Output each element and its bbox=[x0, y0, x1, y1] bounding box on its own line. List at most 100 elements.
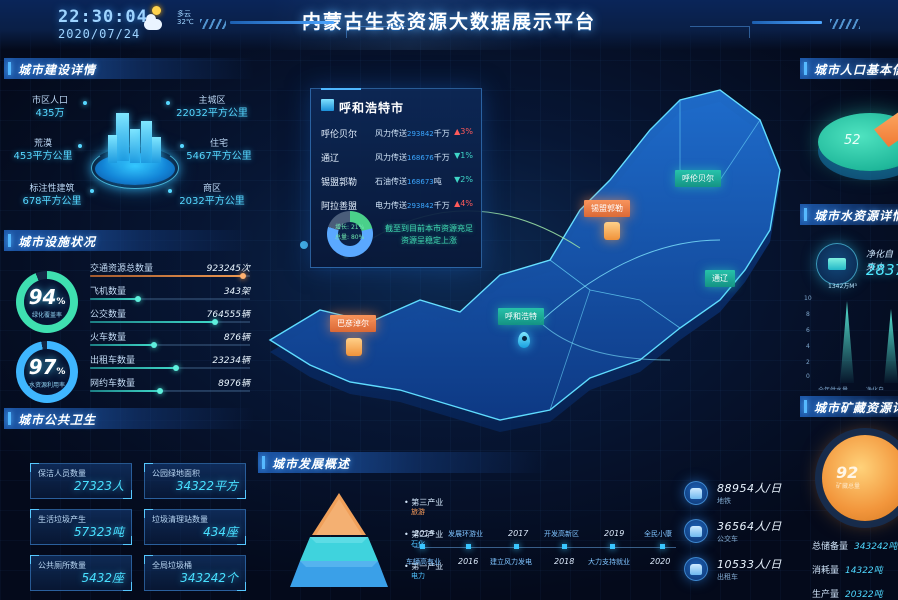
timeline-axis bbox=[414, 547, 676, 548]
ph-card-park-area[interactable]: 公园绿地面积 34322平方 bbox=[144, 463, 246, 499]
timeline-year: 2015 bbox=[414, 529, 435, 538]
header-deco-right bbox=[752, 18, 892, 32]
popup-row-metric: 风力传送168676千万 bbox=[375, 153, 450, 162]
panel-body: 94% 绿化覆盖率 97% 水资源利用率 交通资源总数量 923245次 飞机数… bbox=[4, 251, 254, 403]
panel-title: 城市建设详情 bbox=[18, 63, 97, 77]
panel-header: 城市建设详情 bbox=[4, 58, 254, 79]
map-label-bayannur[interactable]: 巴彦淖尔 bbox=[330, 315, 376, 332]
mineral-row-reserve: 总储备量 343242吨 bbox=[812, 542, 898, 552]
mineral-donut-chart: 92 矿藏总量 bbox=[822, 435, 898, 521]
map-label-tongliao[interactable]: 通辽 bbox=[705, 270, 735, 287]
transport-value: 36564人/日 bbox=[717, 520, 782, 533]
map-icon-oil[interactable] bbox=[604, 222, 620, 240]
cc-item-desert: 荒漠 453平方公里 bbox=[13, 139, 73, 163]
timeline-year: 2016 bbox=[458, 557, 479, 566]
timeline-event: 发展环游业 bbox=[448, 530, 483, 538]
transport-item-subway[interactable]: 88954人/日 地铁 bbox=[684, 480, 782, 506]
transport-item-bus[interactable]: 36564人/日 公交车 bbox=[684, 518, 782, 544]
popup-row-delta: ▲3% bbox=[454, 127, 473, 136]
popup-row[interactable]: 通辽 风力传送168676千万 ▼1% bbox=[321, 149, 473, 169]
cc-item-landmark: 标注性建筑 678平方公里 bbox=[22, 184, 82, 208]
header-frame-left bbox=[346, 26, 406, 38]
water-bar-chart bbox=[818, 291, 898, 383]
panel-body: 保洁人员数量 27323人 公园绿地面积 34322平方 生活垃圾产生 5732… bbox=[4, 429, 254, 598]
popup-row-city: 阿拉善盟 bbox=[321, 202, 358, 212]
water-metric-value: 2837 bbox=[866, 261, 898, 279]
panel-header: 城市矿藏资源详情 bbox=[800, 396, 898, 417]
panel-header: 城市水资源详情 bbox=[800, 204, 898, 225]
ph-card-toilets[interactable]: 公共厕所数量 5432座 bbox=[30, 555, 132, 591]
water-metric-label: 净化自来水 bbox=[866, 250, 894, 273]
panel-body: 市区人口 435万 主城区 22032平方公里 荒漠 453平方公里 住宅 54… bbox=[4, 79, 254, 220]
header-frame-right bbox=[690, 26, 750, 38]
panel-body: 净化自来水 2837 10 8 6 4 2 0 1342万M³ 全年供水量 净化… bbox=[800, 225, 898, 390]
panel-water: 城市水资源详情 净化自来水 2837 10 8 6 4 2 0 1342万M³ … bbox=[800, 204, 898, 390]
popup-row[interactable]: 呼伦贝尔 风力传送293842千万 ▲3% bbox=[321, 125, 473, 145]
gauge-green-coverage: 94% 绿化覆盖率 bbox=[16, 271, 78, 333]
bus-icon bbox=[684, 519, 708, 543]
panel-title: 城市矿藏资源详情 bbox=[814, 401, 898, 415]
map-label-hohhot[interactable]: 呼和浩特 bbox=[498, 308, 544, 325]
panel-title: 城市人口基本信息 bbox=[814, 63, 898, 77]
water-category: 净化自 bbox=[866, 385, 884, 390]
timeline-year: 2020 bbox=[650, 557, 671, 566]
transport-value: 10533人/日 bbox=[717, 558, 782, 571]
pyramid-label-primary: • 第一产业 电力 bbox=[404, 562, 444, 581]
city-building-icon bbox=[321, 99, 334, 111]
panel-title: 城市水资源详情 bbox=[814, 209, 898, 223]
pie-value: 52 bbox=[844, 133, 861, 148]
mineral-donut-label: 矿藏总量 bbox=[836, 483, 861, 490]
city-detail-popup[interactable]: 呼和浩特市 呼伦贝尔 风力传送293842千万 ▲3% 通辽 风力传送16867… bbox=[310, 88, 482, 268]
cc-item-commercial: 商区 2032平方公里 bbox=[179, 184, 245, 208]
panel-header: 城市人口基本信息 bbox=[800, 58, 898, 79]
map-label-ximeng[interactable]: 锡盟郭勒 bbox=[584, 200, 630, 217]
popup-row-delta: ▲4% bbox=[454, 199, 473, 208]
water-category: 全年供水量 bbox=[818, 385, 848, 390]
popup-row[interactable]: 阿拉善盟 电力传送293842千万 ▲4% bbox=[321, 197, 473, 217]
gauge-value: 97% bbox=[28, 355, 66, 379]
app-header: 22:30:04 2020/07/24 多云 32℃ 内蒙古生态资源大数据展示平… bbox=[0, 0, 898, 50]
population-pie-chart: 52 bbox=[818, 103, 898, 177]
city-3d-model bbox=[91, 107, 179, 193]
transport-label: 公交车 bbox=[717, 535, 738, 543]
ph-card-waste-generated[interactable]: 生活垃圾产生 57323吨 bbox=[30, 509, 132, 545]
panel-body: 52 bbox=[800, 79, 898, 198]
panel-title: 城市发展概述 bbox=[272, 457, 351, 471]
pyramid-label-tertiary: • 第三产业 旅游 bbox=[404, 498, 444, 517]
header-deco-left bbox=[200, 18, 350, 32]
panel-city-construction: 城市建设详情 市区人口 435万 主城区 22032平方公里 荒漠 453平方公… bbox=[4, 58, 254, 220]
timeline-event: 建立风力发电 bbox=[490, 558, 532, 566]
map-pin-hohhot[interactable] bbox=[518, 332, 530, 348]
timeline-year: 2018 bbox=[554, 557, 575, 566]
ph-card-cleaners[interactable]: 保洁人员数量 27323人 bbox=[30, 463, 132, 499]
transport-value: 88954人/日 bbox=[717, 482, 782, 495]
clock: 22:30:04 2020/07/24 bbox=[58, 7, 148, 41]
map-label-hulunbuir[interactable]: 呼伦贝尔 bbox=[675, 170, 721, 187]
panel-body: • 第三产业 旅游 • 第二产业 石化 • 第一产业 电力 2015 车辆高有业… bbox=[258, 473, 688, 598]
timeline-year: 2017 bbox=[508, 529, 529, 538]
weather-condition: 多云 bbox=[177, 10, 191, 18]
weather-widget: 多云 32℃ bbox=[144, 6, 194, 31]
timeline-event: 全民小康 bbox=[644, 530, 672, 538]
water-peak-label: 1342万M³ bbox=[828, 283, 857, 290]
popup-row[interactable]: 锡盟郭勒 石油传送168673吨 ▼2% bbox=[321, 173, 473, 193]
popup-row-metric: 电力传送293842千万 bbox=[375, 201, 450, 210]
map-icon-energy[interactable] bbox=[346, 338, 362, 356]
inner-mongolia-map[interactable]: 呼伦贝尔 通辽 锡盟郭勒 呼和浩特 巴彦淖尔 bbox=[250, 60, 810, 460]
panel-body: 92 矿藏总量 总储备量 343242吨 消耗量 14322吨 生产量 20322吨 bbox=[800, 417, 898, 600]
faucet-icon bbox=[816, 243, 858, 285]
gauge-value: 94% bbox=[28, 285, 66, 309]
popup-row-city: 锡盟郭勒 bbox=[321, 178, 358, 188]
ph-card-bins[interactable]: 全局垃圾桶 343242个 bbox=[144, 555, 246, 591]
popup-note: 截至到目前本市资源充足 资源呈稳定上涨 bbox=[385, 224, 473, 245]
transport-item-taxi[interactable]: 10533人/日 出租车 bbox=[684, 556, 782, 582]
mineral-row-production: 生产量 20322吨 bbox=[812, 590, 883, 600]
clock-date: 2020/07/24 bbox=[58, 26, 141, 41]
weather-text: 多云 32℃ bbox=[177, 10, 194, 27]
gauge-water-utilization: 97% 水资源利用率 bbox=[16, 341, 78, 403]
sun-cloud-icon bbox=[144, 6, 174, 31]
transport-label: 地铁 bbox=[717, 497, 731, 505]
popup-row-metric: 石油传送168673吨 bbox=[375, 177, 442, 186]
ph-card-waste-stations[interactable]: 垃圾清理站数量 434座 bbox=[144, 509, 246, 545]
